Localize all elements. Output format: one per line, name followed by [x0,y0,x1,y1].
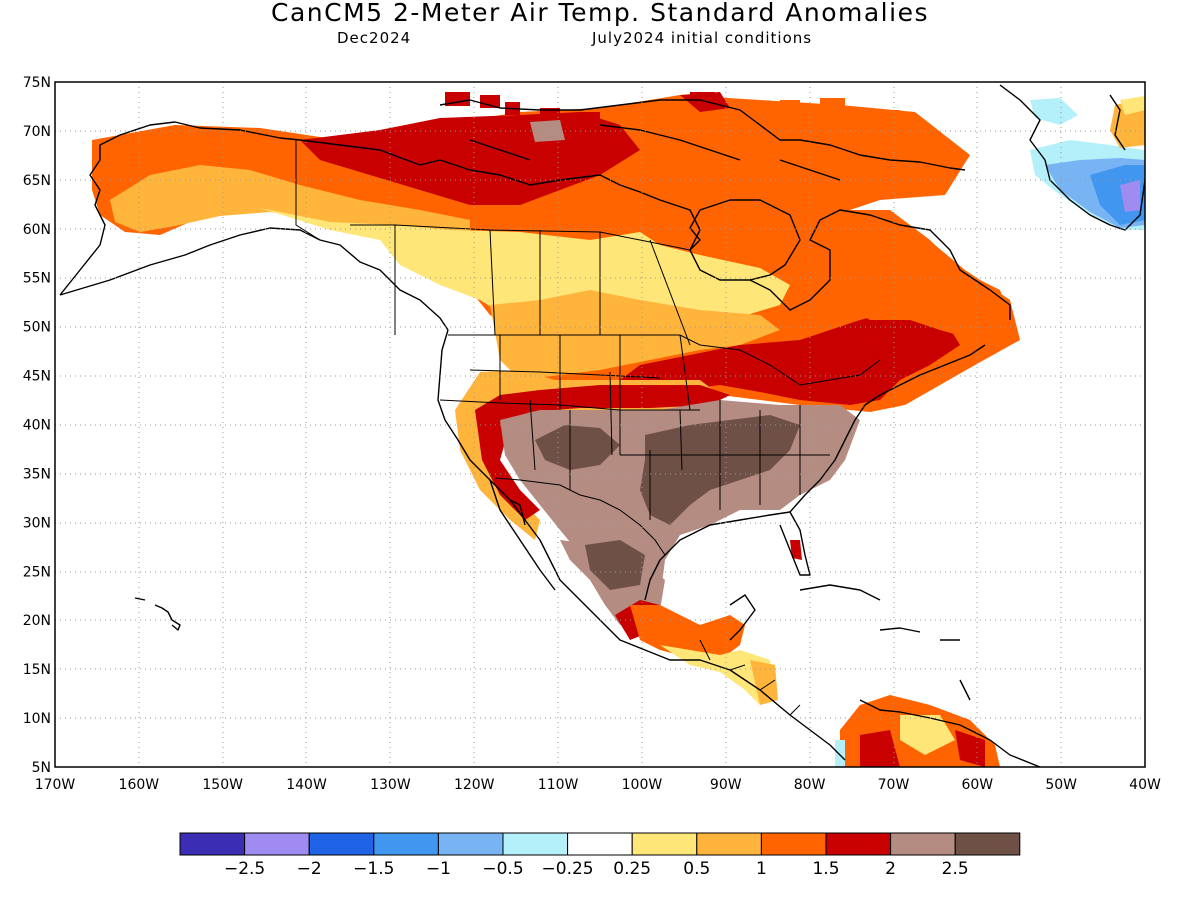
legend-swatch [437,832,504,856]
forecast-month: Dec2024 [337,29,412,47]
lat-tick-label: 10N [23,711,51,727]
legend-label: −1 [426,859,451,879]
legend-swatch [954,832,1021,856]
lon-tick-label: 60W [961,777,993,793]
lon-tick-label: 170W [35,777,76,793]
legend-label: 0.25 [613,859,651,879]
color-legend: −2.5 −2 −1.5 −1 −0.5 −0.25 0.25 0.5 1 1.5 2 2.5 [179,832,1021,879]
coast-alaska [59,121,449,331]
coast-hawaii [134,597,181,631]
legend-swatch [502,832,569,856]
region-florida-red [790,540,802,560]
legend-swatch [890,832,956,856]
lon-tick-label: 80W [794,777,826,793]
lat-tick-label: 60N [23,222,51,238]
political-borders [295,140,881,716]
legend-label: 0.5 [683,859,710,879]
lon-tick-label: 50W [1045,777,1077,793]
region-great-basin-core [535,425,620,470]
legend-swatch [825,832,892,856]
legend-swatch [567,832,633,856]
lat-tick-label: 70N [23,124,51,140]
legend-swatch [373,832,439,856]
lon-tick-label: 70W [878,777,910,793]
region-mexico-core [585,540,645,590]
lat-tick-label: 45N [23,369,51,385]
region-greenland-east-yellow [1120,96,1145,115]
lat-tick-label: 40N [23,418,51,434]
lat-tick-label: 65N [23,173,51,189]
region-nsa-red [860,730,900,767]
lon-tick-label: 110W [538,777,579,793]
legend-label: −0.5 [482,859,523,879]
legend-swatch [696,832,762,856]
graticule [55,82,1145,767]
longitude-labels: 170W 160W 150W 140W 130W 120W 110W 100W 90W 80W 70… [35,777,1161,793]
coastlines [59,84,1145,767]
legend-swatch [244,832,310,856]
legend-label: −2.5 [224,859,265,879]
border-alaska-canada [295,140,321,241]
region-nsa-yellow [900,715,955,755]
lat-tick-label: 55N [23,271,51,287]
lat-tick-label: 25N [23,564,51,580]
map-title: CanCM5 2-Meter Air Temp. Standard Anomal… [271,0,929,27]
coast-hudson-bay [689,199,801,281]
lon-tick-label: 140W [286,777,327,793]
legend-label: −2 [297,859,322,879]
border-central-america [699,639,801,716]
lon-tick-label: 160W [119,777,160,793]
region-greenland-cyan-top [1030,98,1078,125]
anomaly-shading [92,92,1145,767]
legend-label: 1 [756,859,767,879]
lat-tick-label: 50N [23,320,51,336]
lat-tick-label: 30N [23,515,51,531]
legend-label: 2 [885,859,896,879]
region-canadian-prairies [260,208,790,330]
latitude-labels: 75N 70N 65N 60N 55N 50N 45N 40N 35N 30N 25N 20N 15N 1… [23,75,51,776]
region-central-america [630,605,745,660]
region-greenland-purple [1120,180,1140,212]
region-arctic-blocks [735,98,905,188]
lat-tick-label: 5N [32,760,51,776]
coast-gulf-mexico [644,511,811,641]
region-quebec-labrador [835,210,1015,340]
region-arctic-blocks-red [445,92,715,125]
coast-arctic-islands [439,99,966,181]
lon-tick-label: 150W [202,777,243,793]
region-nsa-cyan [835,740,845,767]
region-central-america-orange2 [750,660,778,705]
coast-pacific-us [437,329,846,761]
lon-tick-label: 100W [622,777,663,793]
border-us-states [439,334,830,520]
border-us-mexico [494,477,666,556]
legend-swatch [179,832,246,856]
coast-arctic-canada [299,139,1011,320]
lat-tick-label: 75N [23,75,51,91]
initial-conditions: July2024 initial conditions [592,29,813,47]
lon-tick-label: 40W [1129,777,1161,793]
legend-swatch [760,832,827,856]
coast-caribbean [799,584,1041,767]
coast-atlantic-us [789,344,986,513]
border-canada-provinces [350,224,691,346]
lat-tick-label: 15N [23,662,51,678]
legend-label: 2.5 [942,859,969,879]
legend-label: −0.25 [542,859,594,879]
coast-baja [489,479,556,591]
coast-greenland [999,84,1145,231]
legend-label: −1.5 [353,859,394,879]
legend-swatch [631,832,698,856]
lon-tick-label: 90W [710,777,742,793]
region-arctic-brown-patch [530,120,565,142]
lon-tick-label: 130W [370,777,411,793]
lon-tick-label: 120W [454,777,495,793]
lat-tick-label: 20N [23,613,51,629]
legend-swatch [308,832,375,856]
legend-label: 1.5 [812,859,839,879]
border-us-canada [448,334,881,386]
plot-frame [54,81,1146,768]
lat-tick-label: 35N [23,466,51,482]
